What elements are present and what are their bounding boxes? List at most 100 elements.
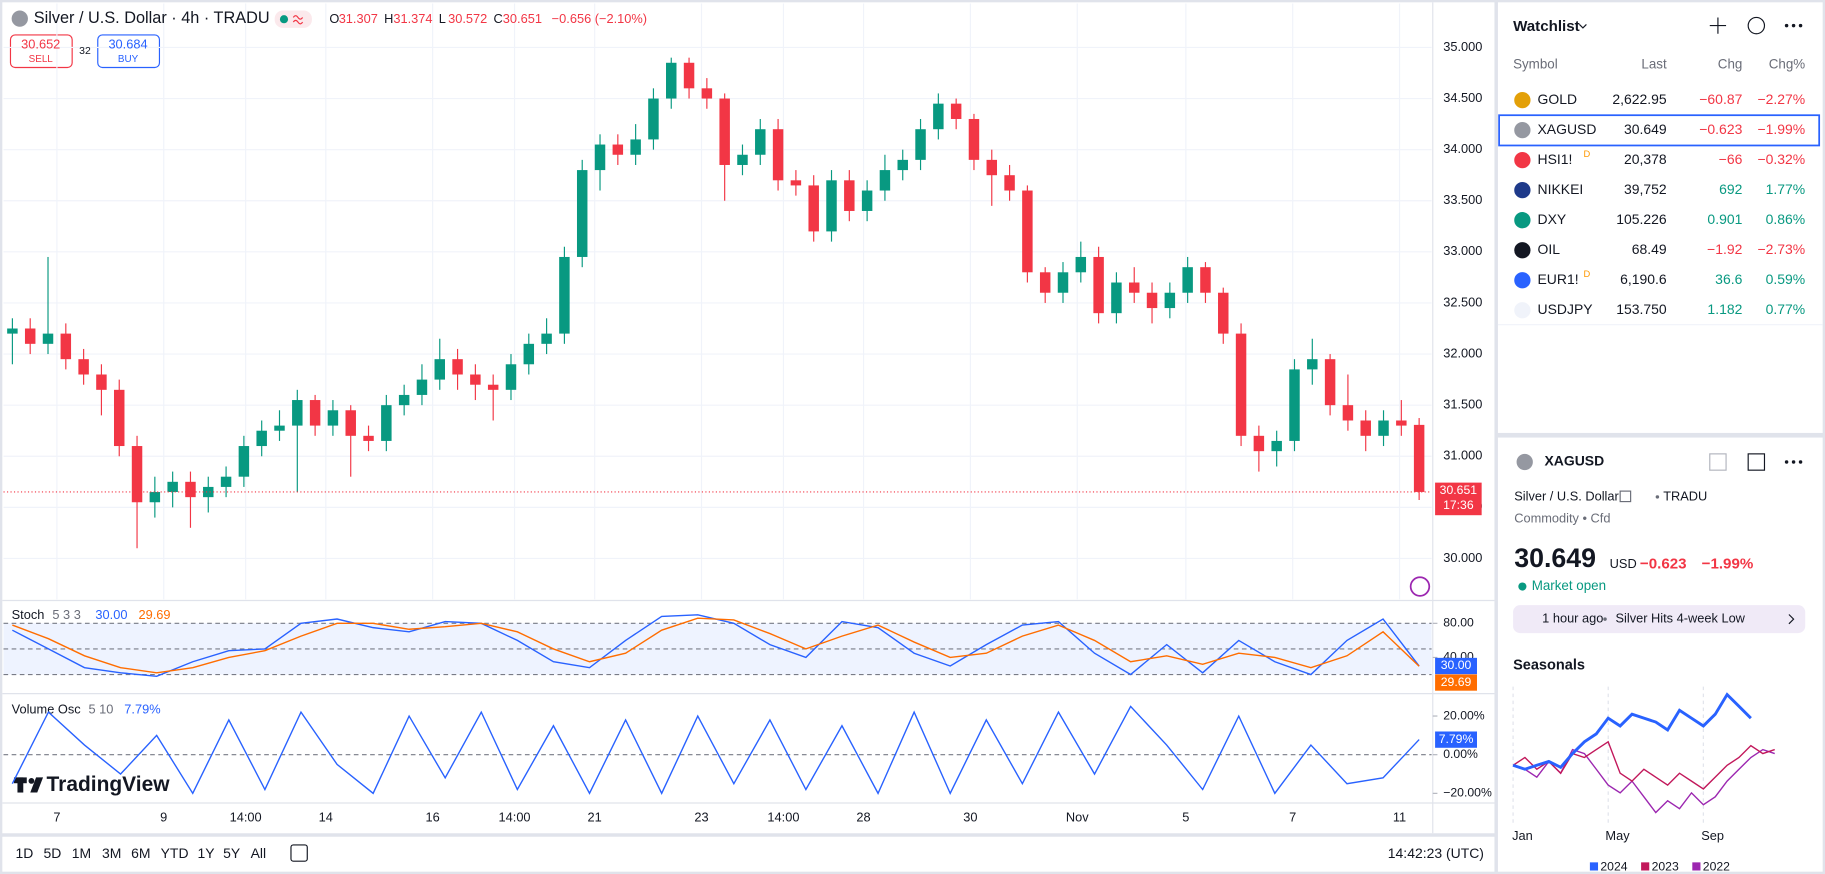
value-box-label: 7.79% [1439, 732, 1474, 746]
candle-body [1396, 420, 1407, 426]
legend-swatch [1692, 862, 1701, 871]
chart-panel [2, 2, 1495, 834]
y-tick-label: 32.000 [1443, 345, 1482, 360]
news-headline[interactable]: Silver Hits 4-week Low [1615, 611, 1745, 626]
watchlist-panel [1497, 2, 1823, 433]
candle-body [1342, 405, 1354, 421]
symbol[interactable]: HSI1! [1538, 151, 1573, 167]
y-tick-label: 31.000 [1443, 448, 1482, 463]
symbol[interactable]: XAGUSD [1538, 121, 1597, 137]
range-button[interactable]: 3M [102, 845, 121, 861]
buy-button[interactable] [97, 34, 161, 69]
ohlc-prefix: C [493, 11, 502, 26]
range-button[interactable]: 1D [16, 845, 34, 861]
calendar-icon[interactable] [290, 844, 308, 862]
symbol[interactable]: GOLD [1538, 91, 1578, 107]
indicator-params: 5 10 [88, 701, 113, 716]
y-tick-label: −20.00% [1443, 786, 1492, 800]
change: 692 [1719, 181, 1743, 197]
details-panel [1497, 437, 1823, 872]
indicator-value: 30.00 [95, 607, 127, 622]
candle-body [327, 410, 339, 426]
y-tick-label: 31.500 [1443, 397, 1482, 412]
last: 105.226 [1616, 211, 1667, 227]
separator-dot [1603, 617, 1607, 621]
candle-body [897, 159, 908, 171]
details-more-icon[interactable] [1784, 460, 1803, 464]
more-icon[interactable] [1784, 23, 1803, 28]
symbol-icon [1514, 151, 1531, 169]
candle-body [719, 98, 730, 165]
candle-body [1164, 292, 1176, 309]
candle-body [238, 446, 250, 477]
wave-icon [292, 15, 304, 25]
candle-body [487, 384, 499, 390]
symbol[interactable]: DXY [1538, 211, 1567, 227]
news-pill[interactable] [1513, 605, 1806, 634]
range-button[interactable]: YTD [161, 845, 189, 861]
lightning-icon[interactable] [1409, 576, 1431, 597]
sell-label[interactable]: SELL [29, 54, 54, 65]
y-tick-label: 33.000 [1443, 243, 1482, 258]
candle-body [1146, 292, 1158, 309]
candle-body [1004, 175, 1015, 191]
last-price-box [1435, 482, 1482, 516]
x-tick-label: 14 [319, 810, 333, 825]
clock-icon[interactable] [1747, 16, 1766, 35]
last: 39,752 [1624, 181, 1667, 197]
sell-price[interactable]: 30.652 [21, 37, 60, 52]
symbol[interactable]: USDJPY [1538, 301, 1593, 317]
candle-body [505, 364, 517, 390]
y-tick-label: 34.000 [1443, 141, 1482, 156]
chevron[interactable] [1579, 24, 1587, 29]
x-tick-label: 9 [160, 810, 167, 825]
symbol[interactable]: NIKKEI [1538, 181, 1584, 197]
candle-body [755, 129, 766, 155]
details-category: Commodity • Cfd [1514, 510, 1610, 525]
candle-body [292, 400, 303, 426]
change: −66 [1719, 151, 1743, 167]
y-tick-label: 34.500 [1443, 90, 1482, 105]
details-change: −0.623 [1640, 555, 1687, 572]
candle-body [1111, 282, 1122, 314]
buy-price[interactable]: 30.684 [108, 37, 147, 52]
edit-icon[interactable] [1747, 453, 1766, 471]
range-button[interactable]: 6M [131, 845, 150, 861]
chart-title: Silver / U.S. Dollar · 4h · TRADU [34, 9, 270, 27]
x-tick-label: 14:00 [767, 810, 799, 825]
value-box [1435, 674, 1477, 691]
add-icon[interactable] [1709, 17, 1727, 34]
symbol-icon [1514, 212, 1531, 229]
change: 0.901 [1707, 211, 1742, 227]
range-button[interactable]: 5D [43, 845, 61, 861]
status-pill[interactable] [274, 10, 312, 28]
symbol-icon [1514, 272, 1531, 289]
symbol[interactable]: EUR1! [1538, 271, 1579, 287]
range-button[interactable]: All [251, 845, 267, 861]
news-time[interactable]: 1 hour ago [1542, 611, 1603, 626]
range-button[interactable]: 5Y [223, 845, 240, 861]
layout-icon[interactable] [1709, 453, 1727, 471]
indicator-value: 7.79% [124, 701, 160, 716]
indicator-value: 29.69 [139, 607, 171, 622]
watchlist-title[interactable]: Watchlist [1513, 18, 1580, 35]
change-pct: −1.99% [1757, 121, 1805, 137]
range-button[interactable]: 1Y [197, 845, 214, 861]
candle-body [1289, 369, 1300, 441]
buy-label[interactable]: BUY [118, 54, 139, 65]
range-button[interactable]: 1M [72, 845, 91, 861]
symbol[interactable]: OIL [1538, 241, 1561, 257]
x-tick-label: 21 [588, 810, 602, 825]
candle-body [434, 359, 445, 380]
x-tick-label: 30 [963, 810, 977, 825]
column-header: Chg [1718, 57, 1743, 72]
details-symbol: XAGUSD [1544, 453, 1604, 469]
change: −60.87 [1699, 91, 1742, 107]
selected-row[interactable] [1498, 114, 1821, 147]
candle-body [381, 405, 392, 441]
symbol-icon [1514, 121, 1531, 139]
value-box [1435, 731, 1477, 748]
candle-body [666, 62, 677, 99]
ohlc-value: 31.307 [339, 11, 378, 26]
y-tick-label: 0.00% [1443, 747, 1478, 761]
